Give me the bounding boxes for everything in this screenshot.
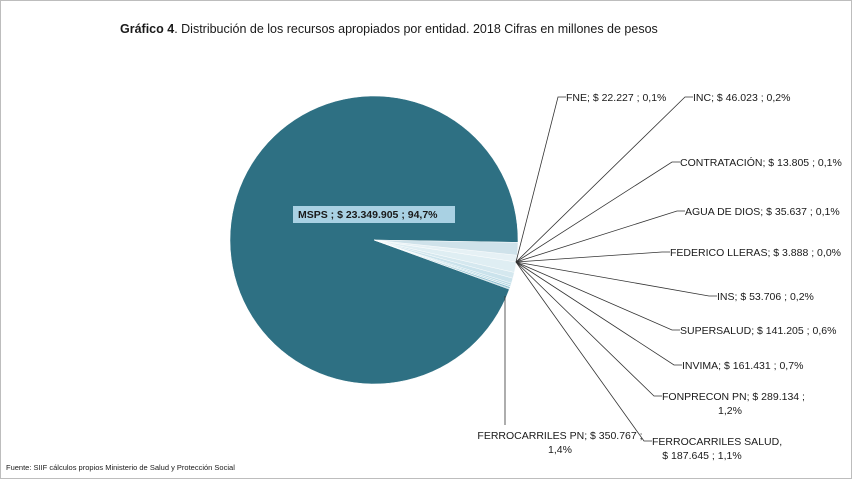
data-label-federico-lleras: FEDERICO LLERAS; $ 3.888 ; 0,0%: [670, 247, 841, 259]
data-label-contrataci-n: CONTRATACIÓN; $ 13.805 ; 0,1%: [680, 156, 842, 169]
data-label-fonprecon-pn-line-2: 1,2%: [718, 405, 742, 417]
chart-title-prefix: Gráfico 4: [120, 22, 175, 36]
leader-line-federico-lleras: [515, 251, 670, 263]
source-note: Fuente: SIIF cálculos propios Ministerio…: [6, 463, 235, 472]
data-label-agua-de-dios: AGUA DE DIOS; $ 35.637 ; 0,1%: [685, 206, 840, 218]
data-label-supersalud: SUPERSALUD; $ 141.205 ; 0,6%: [680, 325, 836, 337]
data-label-invima: INVIMA; $ 161.431 ; 0,7%: [682, 360, 803, 372]
leader-line-fonprecon-pn: [515, 261, 662, 397]
data-label-msps-text: MSPS ; $ 23.349.905 ; 94,7%: [298, 209, 438, 221]
data-label-msps-box: [293, 206, 455, 223]
chart-title-text: . Distribución de los recursos apropiado…: [174, 22, 658, 36]
data-label-inc: INC; $ 46.023 ; 0,2%: [693, 92, 790, 104]
leader-line-contrataci-n: [515, 161, 680, 263]
leader-line-inc: [515, 96, 693, 263]
data-label-msps: MSPS ; $ 23.349.905 ; 94,7%: [293, 206, 455, 223]
leader-line-ins: [515, 261, 717, 297]
data-label-ferrocarriles-pn-line-2: 1,4%: [548, 444, 572, 456]
pie-slice-ferrocarriles-pn: [373, 239, 519, 256]
data-label-ferrocarriles-pn-line-1: FERROCARRILES PN; $ 350.767 ;: [477, 430, 642, 442]
leader-line-agua-de-dios: [515, 210, 685, 263]
data-label-fonprecon-pn-line-1: FONPRECON PN; $ 289.134 ;: [662, 391, 805, 403]
data-label-fne: FNE; $ 22.227 ; 0,1%: [566, 92, 666, 104]
data-label-ins: INS; $ 53.706 ; 0,2%: [717, 291, 814, 303]
leader-line-ferrocarriles-salud: [515, 261, 652, 442]
leader-line-invima: [515, 261, 682, 366]
data-label-ferrocarriles-salud-line-2: $ 187.645 ; 1,1%: [662, 450, 741, 462]
data-label-ferrocarriles-salud-line-1: FERROCARRILES SALUD,: [652, 436, 782, 448]
leader-line-fne: [515, 96, 566, 263]
leader-line-supersalud: [515, 261, 680, 331]
chart-title: Gráfico 4. Distribución de los recursos …: [120, 22, 658, 36]
